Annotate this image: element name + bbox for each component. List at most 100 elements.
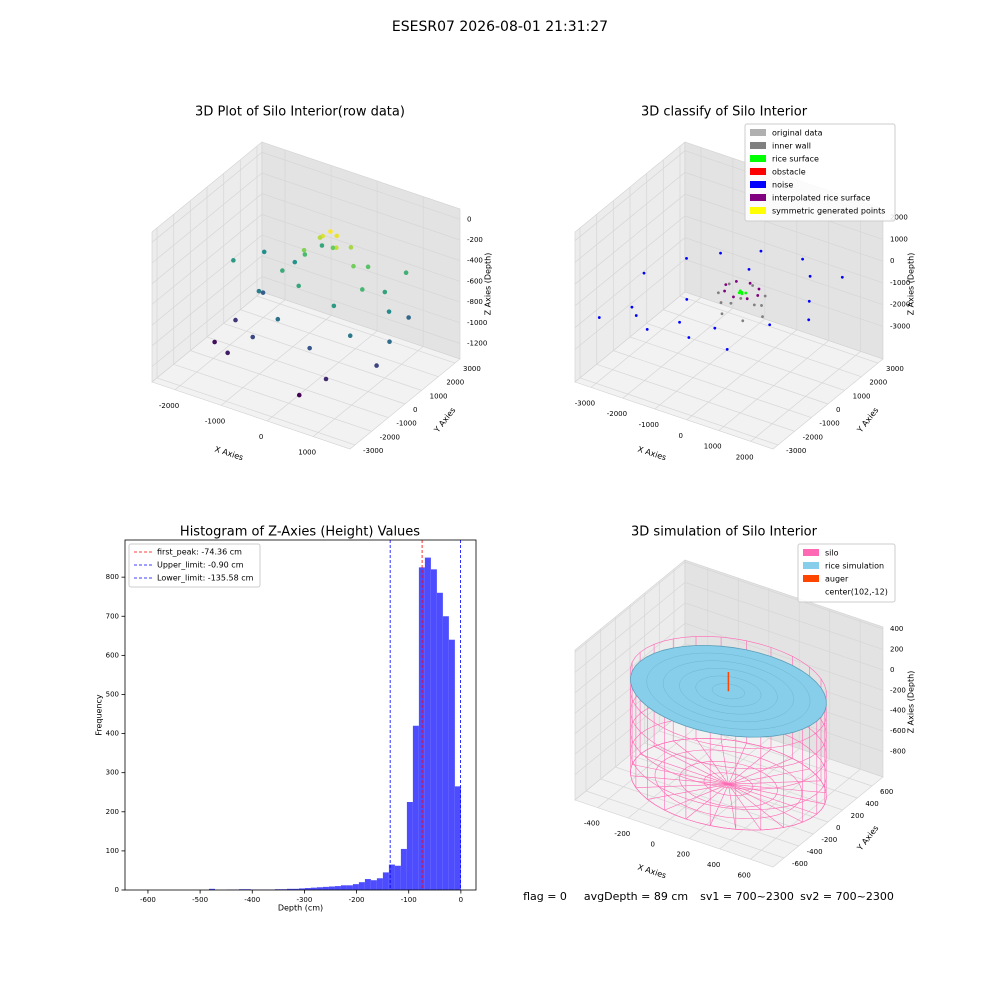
legend-label: auger	[825, 575, 849, 584]
legend-label: interpolated rice surface	[772, 194, 870, 203]
legend-label: Lower_limit: -135.58 cm	[157, 574, 254, 583]
x-axis-label: X Axies	[214, 445, 245, 463]
data-point	[744, 291, 748, 295]
data-point	[719, 251, 722, 255]
y-tick-label: -200	[821, 836, 837, 844]
y-tick-label: 1000	[430, 392, 448, 400]
grid-line	[574, 602, 884, 694]
grid-line	[688, 598, 800, 839]
grid-line	[220, 165, 332, 406]
grid-line	[719, 609, 831, 850]
data-point	[386, 309, 392, 314]
z-axis-label: Z Axies (Depth)	[484, 253, 493, 316]
data-point	[319, 243, 325, 248]
bar	[448, 639, 455, 890]
x-tick-label: -2000	[607, 410, 627, 418]
grid-line	[174, 149, 286, 391]
y-tick-label: 200	[851, 812, 864, 820]
legend-swatch	[803, 562, 819, 569]
y-tick-label: 400	[865, 800, 878, 808]
data-point	[331, 303, 337, 309]
bar	[376, 878, 383, 890]
bar	[382, 872, 389, 890]
legend-box	[128, 543, 261, 588]
x-tick-label: -100	[401, 896, 417, 904]
z-tick-label: -400	[890, 707, 906, 715]
legend-label: Upper_limit: -0.90 cm	[157, 561, 244, 570]
bar	[454, 786, 461, 890]
grid-line	[658, 581, 858, 799]
bar	[334, 886, 341, 890]
legend-label: noise	[772, 181, 793, 190]
y-tick-label: 600	[880, 788, 893, 796]
data-point	[261, 249, 267, 255]
grid-line	[173, 214, 372, 432]
x-tick-label: 600	[737, 871, 750, 879]
grid-line	[151, 234, 461, 326]
bar	[286, 888, 293, 890]
y-tick-label: 1000	[853, 392, 871, 400]
bar	[298, 888, 305, 890]
z-tick-label: -2000	[890, 301, 910, 309]
grid-line	[574, 259, 884, 350]
z-tick-label: -200	[890, 686, 906, 694]
grid-line	[312, 196, 424, 437]
grid-line	[151, 255, 461, 347]
data-point	[716, 291, 720, 295]
status-text: sv2 = 700~2300	[800, 890, 894, 903]
y-tick-label: 200	[106, 808, 119, 816]
x-axis-label: Depth (cm)	[278, 904, 323, 913]
bar	[400, 848, 407, 890]
y-axis-label: Y Axies	[855, 406, 881, 435]
x-tick-label: 200	[677, 851, 690, 859]
data-point	[740, 292, 744, 296]
data-point	[756, 294, 760, 297]
legend-swatch	[750, 142, 766, 149]
rice-mesh	[646, 652, 811, 730]
bar	[352, 884, 359, 890]
grid-line	[239, 159, 439, 378]
data-point	[334, 245, 339, 251]
z-tick-label: 1000	[890, 235, 908, 243]
y-axis-label: Y Axies	[855, 824, 881, 853]
x-tick-label: -400	[244, 896, 260, 904]
z-tick-label: -800	[467, 298, 483, 306]
data-point	[642, 271, 646, 275]
data-point	[406, 315, 411, 320]
grid-line	[662, 159, 862, 378]
z-tick-label: -3000	[890, 322, 910, 330]
y-tick-label: 2000	[446, 379, 464, 387]
legend-label: symmetric generated points	[772, 207, 885, 216]
grid-line	[574, 215, 884, 307]
data-point	[347, 333, 353, 339]
data-point	[725, 347, 729, 351]
data-point	[719, 301, 723, 304]
data-point	[678, 320, 681, 324]
grid-line	[151, 193, 461, 284]
data-point	[328, 229, 333, 234]
grid-line	[596, 214, 795, 432]
grid-line	[679, 146, 879, 364]
bar	[292, 888, 299, 890]
data-point	[734, 279, 738, 283]
z-tick-label: -600	[890, 727, 906, 735]
data-point	[751, 284, 755, 287]
z-tick-label: -400	[467, 257, 483, 265]
z-tick-label: -200	[467, 236, 483, 244]
x-tick-label: 0	[459, 896, 463, 904]
legend-swatch	[750, 181, 766, 188]
grid-line	[151, 151, 461, 243]
data-point	[759, 249, 763, 253]
x-tick-label: 0	[259, 433, 263, 441]
data-point	[737, 291, 741, 295]
legend-label: rice simulation	[825, 562, 884, 571]
y-tick-label: 0	[836, 824, 840, 832]
data-point	[747, 267, 751, 271]
data-point	[275, 316, 281, 322]
y-tick-label: 100	[106, 847, 119, 855]
legend-swatch	[803, 549, 819, 556]
bar	[442, 616, 449, 890]
y-axis-label: Y Axies	[432, 406, 458, 435]
y-tick-label: 3000	[463, 365, 481, 373]
y-tick-label: 700	[106, 612, 119, 620]
